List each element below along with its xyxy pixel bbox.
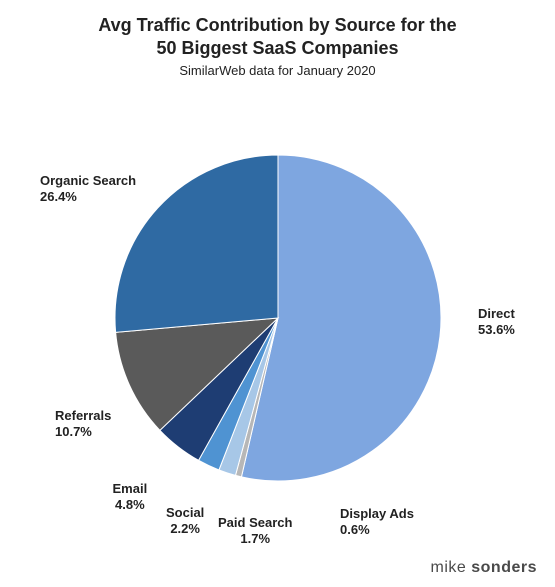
slice-label-display-ads: Display Ads0.6% (340, 506, 414, 537)
slice-label-email: Email4.8% (113, 481, 148, 512)
slice-label-paid-search: Paid Search1.7% (218, 515, 292, 546)
pie-chart-area: Direct53.6% Display Ads0.6% Paid Search1.7… (0, 78, 555, 558)
chart-subtitle: SimilarWeb data for January 2020 (0, 63, 555, 78)
chart-title: Avg Traffic Contribution by Source for t… (0, 0, 555, 59)
slice-label-organic-search: Organic Search26.4% (40, 173, 136, 204)
attribution-last: sonders (471, 559, 537, 576)
chart-container: Avg Traffic Contribution by Source for t… (0, 0, 555, 587)
slice-label-direct: Direct53.6% (478, 306, 515, 337)
slice-label-referrals: Referrals10.7% (55, 408, 111, 439)
attribution: mike sonders (431, 559, 537, 577)
slice-label-social: Social2.2% (166, 505, 204, 536)
attribution-first: mike (431, 559, 472, 576)
pie-slice-organic-search (115, 155, 278, 332)
pie-chart-svg (0, 78, 555, 558)
